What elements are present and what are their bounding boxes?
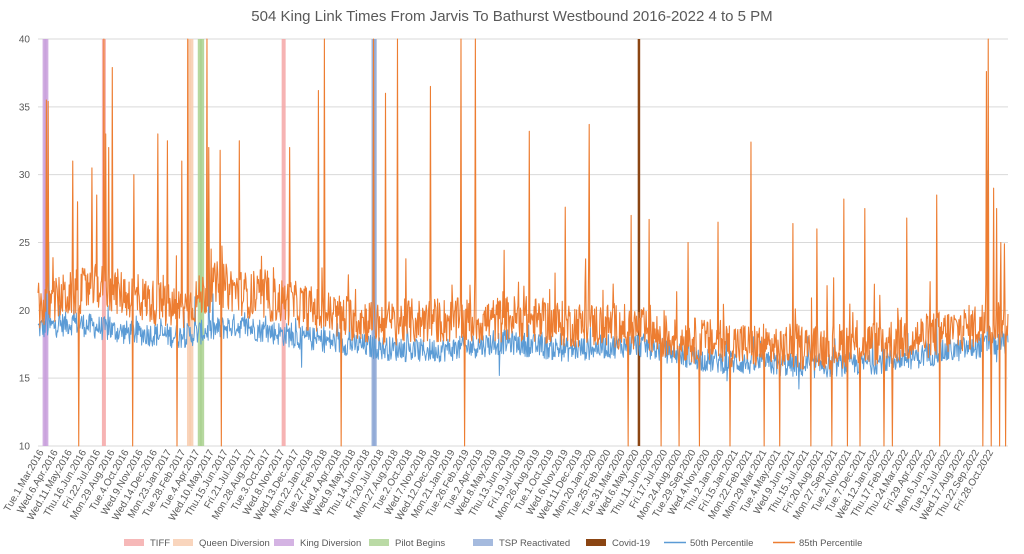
gridlines	[38, 38, 1008, 447]
event-marker	[281, 39, 286, 446]
series-line	[37, 38, 1009, 447]
legend-item: 50th Percentile	[664, 538, 753, 549]
legend-item: Covid-19	[586, 538, 650, 549]
y-tick-label: 20	[19, 306, 31, 317]
legend-swatch	[124, 539, 144, 546]
event-marker	[189, 39, 194, 446]
series-lines	[37, 38, 1009, 447]
legend-item: Queen Diversion	[173, 538, 270, 549]
legend-item: TSP Reactivated	[473, 538, 570, 549]
legend-label: Pilot Begins	[395, 538, 445, 549]
legend-label: TSP Reactivated	[499, 538, 570, 549]
event-marker	[197, 39, 202, 446]
legend-label: Covid-19	[612, 538, 650, 549]
y-tick-label: 15	[19, 374, 31, 385]
event-marker	[186, 39, 191, 446]
legend-swatch	[586, 539, 606, 546]
y-tick-label: 40	[19, 35, 31, 46]
chart-title: 504 King Link Times From Jarvis To Bathu…	[251, 8, 773, 25]
y-tick-label: 10	[19, 442, 31, 453]
event-marker	[372, 39, 377, 446]
event-marker	[200, 39, 205, 446]
legend-swatch	[274, 539, 294, 546]
legend-item: King Diversion	[274, 538, 361, 549]
legend-swatch	[369, 539, 389, 546]
event-marker	[637, 39, 641, 446]
legend-label: King Diversion	[300, 538, 361, 549]
y-tick-label: 25	[19, 238, 31, 249]
legend: TIFF Queen Diversion King Diversion Pilot B…	[124, 538, 862, 549]
legend-label: Queen Diversion	[199, 538, 270, 549]
x-axis: Tue.1.Mar.2016Wed.6.Apr.2016Wed.11.May.2…	[2, 448, 996, 523]
legend-item: 85th Percentile	[773, 538, 862, 549]
legend-label: TIFF	[150, 538, 170, 549]
legend-label: 85th Percentile	[799, 538, 862, 549]
legend-item: Pilot Begins	[369, 538, 445, 549]
legend-item: TIFF	[124, 538, 170, 549]
legend-swatch	[173, 539, 193, 546]
y-tick-label: 30	[19, 170, 31, 181]
legend-swatch	[473, 539, 493, 546]
series-line	[37, 170, 1009, 390]
y-tick-label: 35	[19, 102, 31, 113]
legend-label: 50th Percentile	[690, 538, 753, 549]
y-axis: 10 15 20 25 30 35 40	[19, 35, 31, 453]
